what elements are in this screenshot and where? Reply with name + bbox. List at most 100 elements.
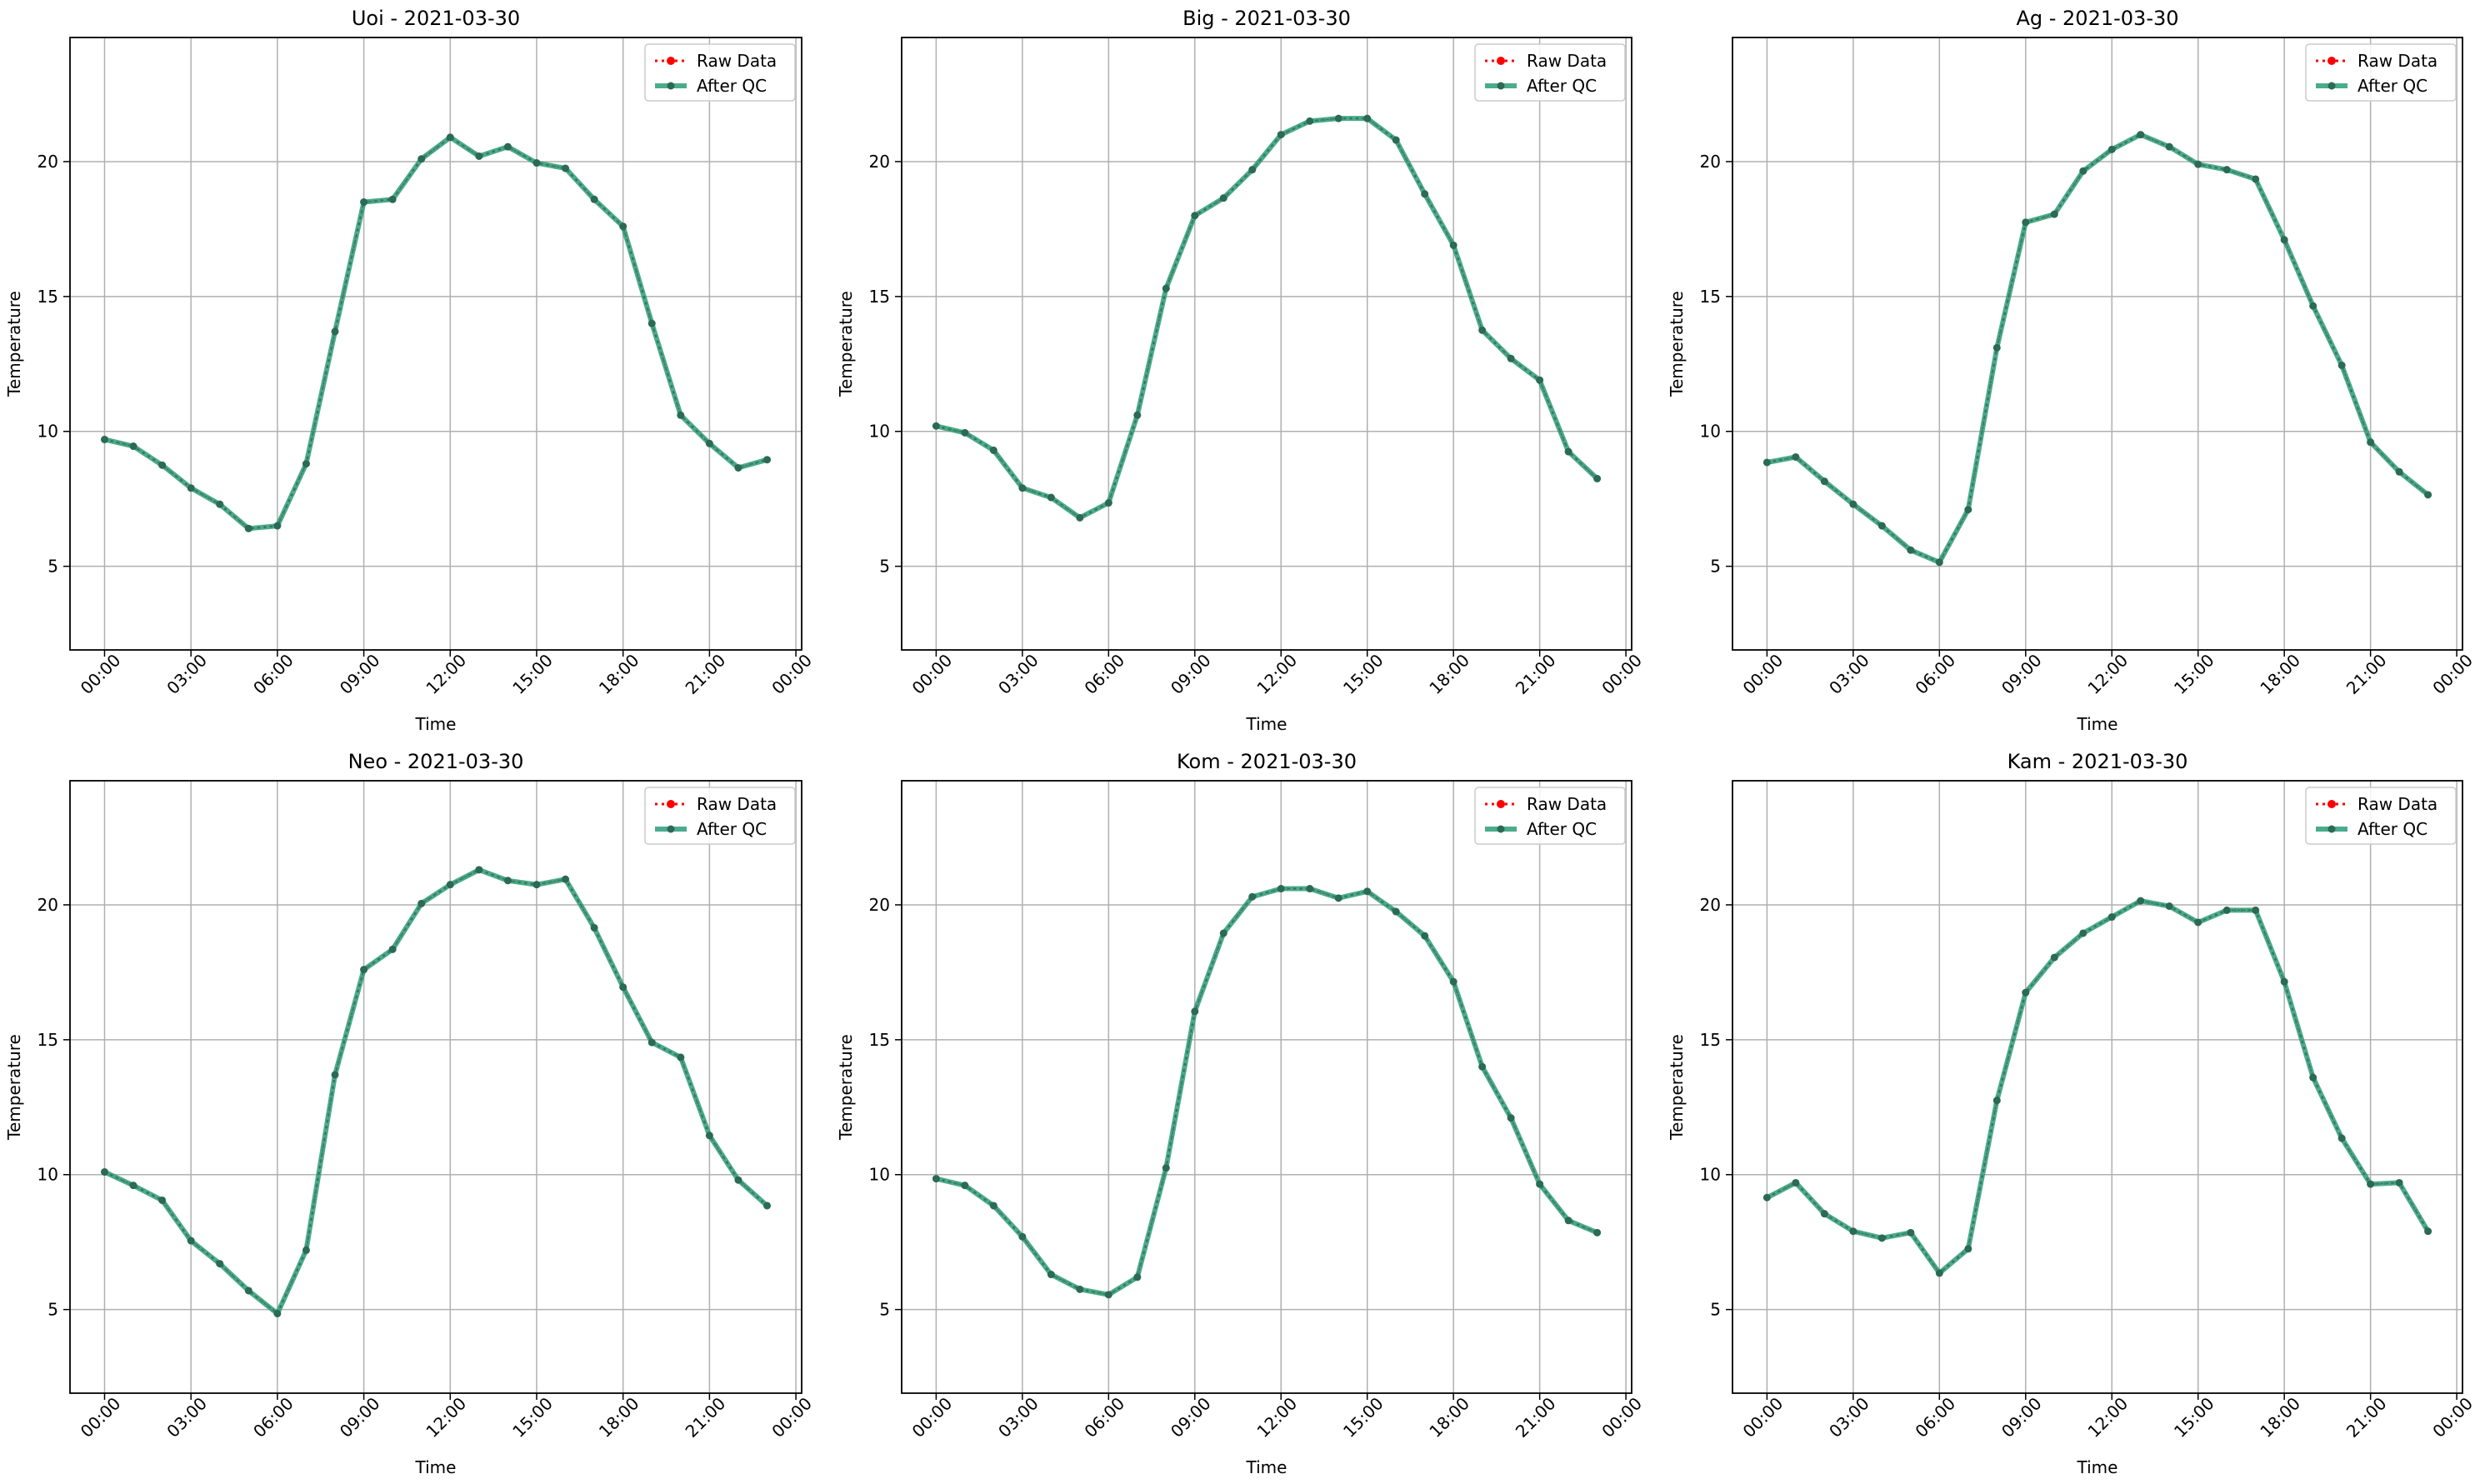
legend-raw-marker [667,800,675,808]
raw-data-overlay-line [1767,900,2429,1274]
x-tick-label: 03:00 [1825,1393,1873,1442]
y-axis-label: Temperature [836,1034,856,1141]
data-point [2108,145,2116,153]
data-point [1219,929,1228,937]
x-tick-label: 21:00 [1512,650,1560,698]
x-tick-label: 06:00 [1081,1393,1129,1442]
x-tick-label: 18:00 [595,650,643,698]
data-point [1478,1062,1487,1071]
data-point [331,1071,339,1079]
data-point [446,881,454,889]
data-point [2367,438,2375,447]
chart-panel: 00:00 03:00 06:00 09:00 12:00 15:00 18:00 21:00… [836,750,1646,1477]
data-point [2395,467,2403,476]
data-point [562,875,570,883]
y-tick-label: 10 [869,422,890,442]
x-tick-label: 09:00 [1167,1393,1215,1442]
x-tick-label: 00:00 [77,650,125,698]
after-qc-line [103,867,769,1317]
data-point [2252,906,2260,914]
data-point [1162,284,1170,292]
data-point [562,164,570,172]
after-qc-line [103,134,768,532]
x-tick-label: 18:00 [1425,650,1473,698]
chart-title: Big - 2021-03-30 [1182,7,1351,30]
x-tick-label: 12:00 [1252,650,1301,698]
data-point [1047,1271,1055,1279]
x-tick-label: 00:00 [768,650,816,698]
y-tick-label: 10 [1700,422,1721,442]
chart-title: Kom - 2021-03-30 [1177,750,1357,773]
data-point [1536,1180,1544,1188]
data-point [734,1176,742,1184]
data-point [619,222,628,231]
legend: Raw Data After QC [1474,787,1626,845]
y-tick-label: 5 [879,1300,890,1320]
data-point [2280,236,2288,244]
x-tick-label: 06:00 [249,650,298,698]
x-axis-label: Time [1246,1457,1288,1477]
data-point [158,461,167,469]
y-axis-label: Temperature [4,1034,24,1141]
data-point [2309,302,2318,310]
data-point [1421,932,1429,940]
data-point [129,442,138,451]
legend-qc-label: After QC [1527,819,1597,839]
data-point [677,411,685,419]
data-point [1449,977,1458,986]
data-point [1104,499,1112,507]
data-point [1849,1227,1858,1236]
after-qc-line [935,116,1599,521]
data-point [1248,166,1257,174]
x-tick-label: 00:00 [768,1393,816,1442]
legend-raw-marker [667,57,675,65]
x-tick-label: 00:00 [1598,1393,1646,1442]
y-axis-label: Temperature [1667,1034,1687,1141]
data-point [2079,167,2088,175]
data-point [590,923,598,932]
data-point [1878,1234,1886,1242]
data-point [1449,241,1458,249]
raw-data-line [103,868,768,1316]
after-qc-line [1766,898,2431,1276]
y-tick-label: 10 [38,1165,58,1185]
data-point [158,1196,167,1204]
legend: Raw Data After QC [644,43,796,102]
raw-data-overlay-line [936,117,1598,519]
data-point [1104,1291,1112,1299]
x-tick-label: 00:00 [908,650,957,698]
legend-raw-label: Raw Data [697,794,777,814]
data-point [1564,1217,1572,1225]
legend-raw-marker [1497,57,1505,65]
data-point [677,1053,685,1062]
y-axis-label: Temperature [4,291,24,397]
x-tick-label: 00:00 [1598,650,1646,698]
legend-raw-marker [2328,57,2336,65]
data-point [1935,558,1943,567]
x-tick-label: 03:00 [162,650,211,698]
data-point [1363,114,1372,122]
data-point [1907,546,1915,554]
data-point [648,319,656,327]
raw-data-line [1767,132,2429,564]
data-point [418,155,426,163]
y-tick-label: 20 [869,895,890,915]
data-point [1392,907,1400,916]
legend-qc-label: After QC [1527,76,1597,96]
x-tick-label: 18:00 [2256,1393,2304,1442]
data-point [2222,906,2231,914]
x-tick-label: 18:00 [1425,1393,1473,1442]
legend-raw-label: Raw Data [697,51,777,71]
data-point [1564,447,1572,456]
data-point [216,1260,224,1268]
data-point [1191,212,1199,220]
data-point [1964,1245,1972,1253]
y-tick-label: 15 [869,1030,890,1050]
data-point [2137,131,2145,139]
y-tick-label: 15 [869,287,890,307]
data-point [2222,166,2231,174]
data-point [187,1237,195,1245]
data-point [475,152,483,160]
data-point [1507,354,1515,362]
